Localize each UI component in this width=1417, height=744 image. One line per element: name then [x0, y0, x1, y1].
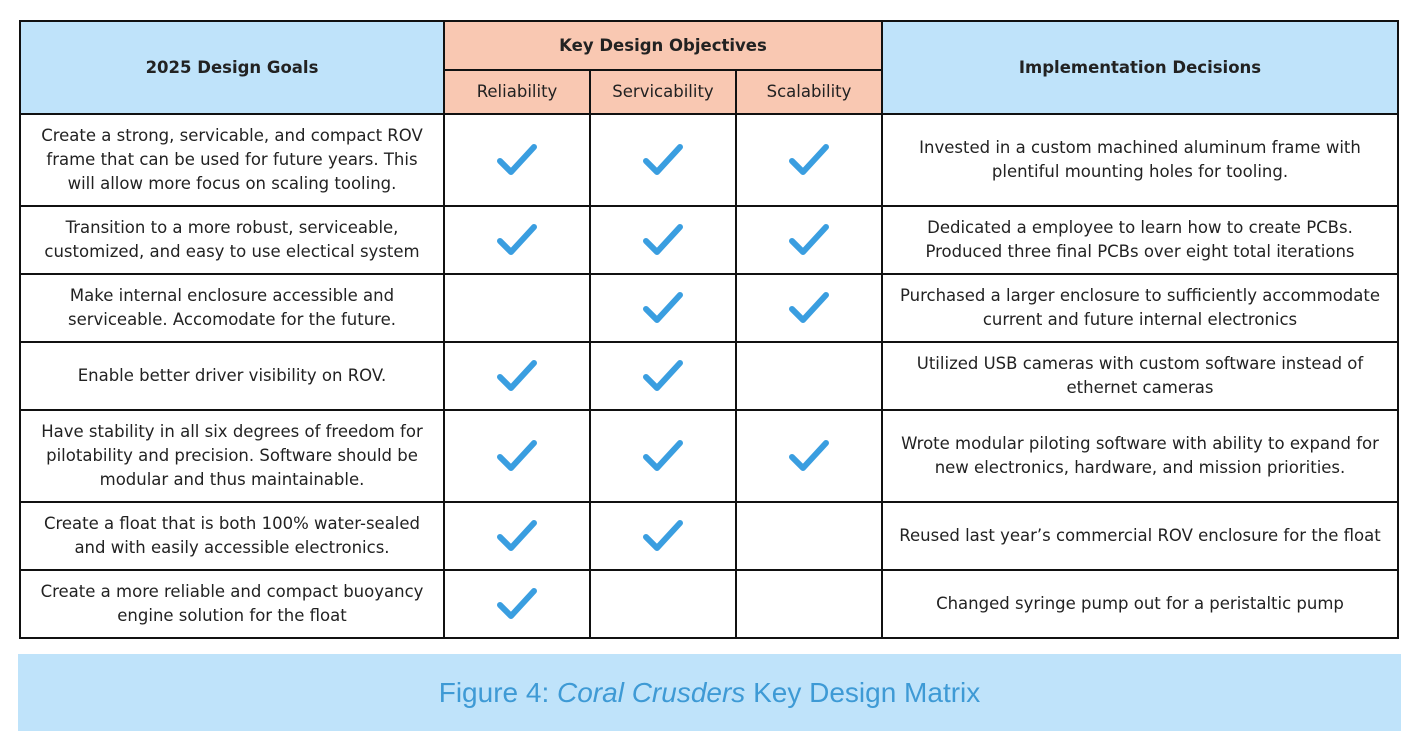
reliability-cell	[443, 205, 591, 275]
servicability-cell	[589, 113, 737, 207]
servicability-cell	[589, 569, 737, 639]
table-row: Transition to a more robust, serviceable…	[19, 205, 1399, 275]
scalability-cell	[735, 273, 883, 343]
checkmark-icon	[789, 440, 829, 471]
table-row: Create a strong, servicable, and compact…	[19, 113, 1399, 207]
header-reliability: Reliability	[443, 69, 591, 115]
servicability-cell	[589, 501, 737, 571]
goal-cell: Create a more reliable and compact buoya…	[19, 569, 445, 639]
servicability-cell	[589, 341, 737, 411]
checkmark-icon	[497, 440, 537, 471]
scalability-cell	[735, 113, 883, 207]
checkmark-icon	[497, 520, 537, 551]
checkmark-icon	[789, 144, 829, 175]
checkmark-icon	[497, 144, 537, 175]
goal-cell: Transition to a more robust, serviceable…	[19, 205, 445, 275]
header-scalability: Scalability	[735, 69, 883, 115]
scalability-cell	[735, 205, 883, 275]
goal-cell: Create a float that is both 100% water-s…	[19, 501, 445, 571]
table-row: Create a more reliable and compact buoya…	[19, 569, 1399, 639]
caption-team-name: Coral Crusders	[557, 676, 746, 708]
implementation-cell: Utilized USB cameras with custom softwar…	[881, 341, 1399, 411]
goal-cell: Enable better driver visibility on ROV.	[19, 341, 445, 411]
reliability-cell	[443, 501, 591, 571]
checkmark-icon	[643, 224, 683, 255]
reliability-cell	[443, 409, 591, 503]
table-row: Create a float that is both 100% water-s…	[19, 501, 1399, 571]
figure-caption-bar: Figure 4: Coral Crusders Key Design Matr…	[18, 654, 1401, 731]
figure-caption: Figure 4: Coral Crusders Key Design Matr…	[439, 677, 981, 709]
implementation-cell: Purchased a larger enclosure to sufficie…	[881, 273, 1399, 343]
goal-cell: Create a strong, servicable, and compact…	[19, 113, 445, 207]
checkmark-icon	[497, 588, 537, 619]
checkmark-icon	[643, 520, 683, 551]
caption-prefix: Figure 4:	[438, 676, 558, 708]
implementation-cell: Reused last year’s commercial ROV enclos…	[881, 501, 1399, 571]
header-implementation-decisions: Implementation Decisions	[881, 20, 1399, 115]
goal-cell: Have stability in all six degrees of fre…	[19, 409, 445, 503]
scalability-cell	[735, 409, 883, 503]
table-row: Enable better driver visibility on ROV. …	[19, 341, 1399, 411]
header-key-design-objectives: Key Design Objectives	[443, 20, 883, 71]
checkmark-icon	[789, 224, 829, 255]
servicability-cell	[589, 409, 737, 503]
goal-cell: Make internal enclosure accessible and s…	[19, 273, 445, 343]
table-row: Make internal enclosure accessible and s…	[19, 273, 1399, 343]
reliability-cell	[443, 341, 591, 411]
reliability-cell	[443, 569, 591, 639]
checkmark-icon	[497, 224, 537, 255]
checkmark-icon	[643, 440, 683, 471]
header-design-goals: 2025 Design Goals	[19, 20, 445, 115]
table-row: Have stability in all six degrees of fre…	[19, 409, 1399, 503]
scalability-cell	[735, 341, 883, 411]
reliability-cell	[443, 273, 591, 343]
scalability-cell	[735, 569, 883, 639]
implementation-cell: Invested in a custom machined aluminum f…	[881, 113, 1399, 207]
checkmark-icon	[497, 360, 537, 391]
design-matrix-table: 2025 Design Goals Key Design Objectives …	[19, 20, 1399, 639]
reliability-cell	[443, 113, 591, 207]
header-servicability: Servicability	[589, 69, 737, 115]
implementation-cell: Wrote modular piloting software with abi…	[881, 409, 1399, 503]
caption-suffix: Key Design Matrix	[745, 676, 981, 708]
servicability-cell	[589, 273, 737, 343]
checkmark-icon	[643, 360, 683, 391]
scalability-cell	[735, 501, 883, 571]
checkmark-icon	[643, 144, 683, 175]
implementation-cell: Dedicated a employee to learn how to cre…	[881, 205, 1399, 275]
implementation-cell: Changed syringe pump out for a peristalt…	[881, 569, 1399, 639]
checkmark-icon	[789, 292, 829, 323]
servicability-cell	[589, 205, 737, 275]
checkmark-icon	[643, 292, 683, 323]
